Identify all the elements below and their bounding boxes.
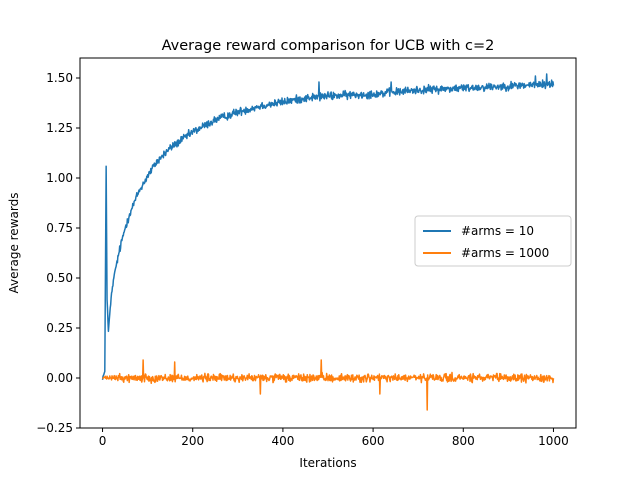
y-ticks: −0.25 0.00 0.25 0.50 0.75 1.00 1.25 1.50 (36, 71, 80, 435)
x-tick-label: 1000 (538, 434, 569, 448)
y-tick-label: 1.00 (46, 171, 73, 185)
x-tick-label: 400 (271, 434, 294, 448)
series-line-1 (102, 359, 555, 411)
y-axis-label: Average rewards (7, 193, 21, 294)
y-tick-label: 1.25 (46, 121, 73, 135)
y-tick-label: 0.50 (46, 271, 73, 285)
plot-frame (79, 57, 577, 429)
x-axis-label: Iterations (299, 456, 356, 470)
series-line-0 (101, 73, 555, 380)
y-tick-label: −0.25 (36, 421, 73, 435)
legend: #arms = 10 #arms = 1000 (414, 215, 572, 267)
x-tick-label: 200 (181, 434, 204, 448)
x-tick-label: 600 (362, 434, 385, 448)
legend-box (414, 215, 572, 267)
series-lines (101, 73, 555, 411)
legend-label-arms-1000: #arms = 1000 (461, 246, 549, 260)
y-tick-label: 1.50 (46, 71, 73, 85)
x-tick-label: 0 (99, 434, 107, 448)
y-tick-label: 0.00 (46, 371, 73, 385)
x-ticks: 0 200 400 600 800 1000 (99, 428, 569, 448)
chart-title: Average reward comparison for UCB with c… (162, 38, 495, 54)
y-tick-label: 0.75 (46, 221, 73, 235)
legend-label-arms-10: #arms = 10 (461, 224, 534, 238)
x-tick-label: 800 (452, 434, 475, 448)
y-tick-label: 0.25 (46, 321, 73, 335)
